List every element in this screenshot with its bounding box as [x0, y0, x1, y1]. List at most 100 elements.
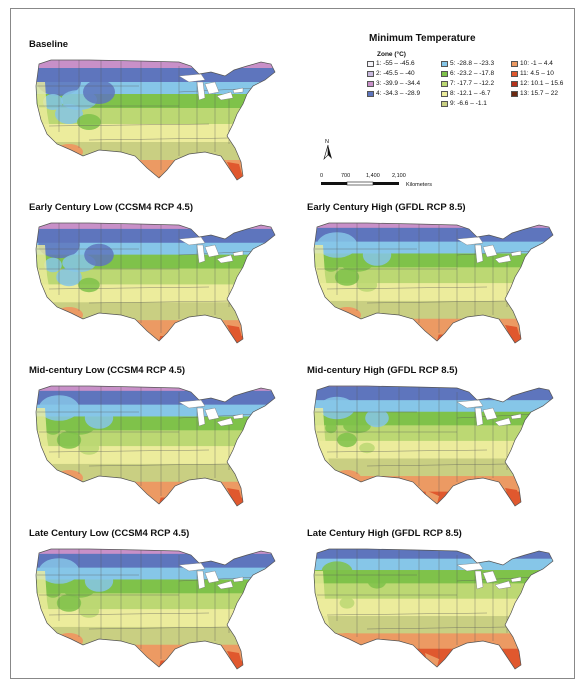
legend-swatch	[441, 70, 448, 77]
map-svg	[35, 548, 276, 670]
legend-header: Zone (°C)	[377, 51, 406, 58]
state-boundary	[48, 449, 210, 453]
mountain-zone-patch	[78, 441, 100, 455]
state-boundary	[88, 626, 230, 630]
legend-label: 9: -6.6 – -1.1	[450, 100, 487, 107]
great-lake	[204, 407, 220, 421]
map-svg	[313, 548, 554, 670]
mountain-zone-patch	[325, 422, 337, 434]
us-zone-map	[29, 215, 289, 352]
florida-zone-patch	[505, 325, 521, 343]
map-panel-early-century-low: Early Century Low (CCSM4 RCP 4.5)	[29, 202, 289, 352]
legend-label: 3: -39.9 – -34.4	[376, 80, 421, 87]
coastal-zone-strip	[36, 245, 59, 311]
great-lake	[474, 407, 484, 427]
panel-title: Mid-century Low (CCSM4 RCP 4.5)	[29, 365, 186, 376]
mountain-zone-patch	[339, 597, 355, 609]
country-outline	[313, 222, 554, 344]
great-lake	[178, 73, 206, 83]
florida-zone-patch	[505, 651, 521, 669]
scale-unit: Kilometers	[406, 182, 432, 188]
us-zone-map	[307, 378, 567, 515]
florida-zone-patch	[227, 162, 243, 180]
legend-label: 13: 15.7 – 22	[520, 90, 558, 97]
north-label: N	[325, 139, 329, 145]
panel-title: Early Century Low (CCSM4 RCP 4.5)	[29, 202, 194, 213]
gulf-zone-patch	[147, 490, 161, 504]
great-lake	[196, 407, 206, 427]
great-lake	[510, 413, 522, 420]
mountain-zone-patch	[44, 584, 62, 598]
country-outline	[313, 385, 554, 507]
mountain-zone-patch	[362, 244, 392, 266]
great-lake	[196, 570, 206, 590]
legend-label: 4: -34.3 – -28.9	[376, 90, 421, 97]
legend-label: 1: -55 – -45.6	[376, 60, 415, 67]
great-lake	[494, 417, 512, 427]
panel-title: Late Century Low (CCSM4 RCP 4.5)	[29, 528, 190, 539]
legend-swatch	[367, 60, 374, 67]
scale-tick-label: 0	[320, 173, 324, 179]
gulf-zone-patch	[425, 490, 439, 504]
great-lake	[510, 576, 522, 583]
legend-title: Minimum Temperature	[369, 33, 476, 44]
legend-item: 3: -39.9 – -34.4	[367, 80, 420, 89]
map-svg	[35, 385, 276, 507]
scale-tick-label: 1,400	[366, 173, 380, 179]
mountain-zone-patch	[84, 570, 114, 592]
state-boundary	[178, 576, 260, 582]
gulf-zone-patch	[147, 653, 161, 667]
zone-legend: Minimum Temperature Zone (°C) 1: -55 – -…	[359, 33, 584, 123]
state-boundary	[366, 300, 508, 304]
state-boundary	[456, 413, 538, 419]
great-lake	[216, 417, 234, 427]
legend-swatch	[511, 90, 518, 97]
legend-item: 11: 4.5 – 10	[511, 70, 554, 79]
florida-zone-patch	[227, 488, 243, 506]
mountain-zone-patch	[56, 267, 82, 287]
us-zone-map	[307, 541, 567, 678]
state-boundary	[48, 123, 210, 127]
us-zone-map	[29, 378, 289, 515]
legend-label: 11: 4.5 – 10	[520, 70, 554, 77]
state-boundary	[88, 463, 230, 467]
mountain-zone-patch	[77, 114, 101, 130]
legend-item: 12: 10.1 – 15.6	[511, 80, 563, 89]
panel-title: Baseline	[29, 39, 69, 50]
map-svg	[35, 59, 276, 181]
mountain-zone-patch	[322, 258, 340, 272]
great-lake	[456, 399, 484, 409]
state-boundary	[456, 576, 538, 582]
state-boundary	[326, 449, 488, 453]
panel-title: Early Century High (GFDL RCP 8.5)	[307, 202, 466, 213]
legend-label: 10: -1 – 4.4	[520, 60, 553, 67]
great-lake	[232, 250, 244, 257]
mountain-zone-patch	[56, 431, 82, 449]
us-zone-map	[29, 52, 289, 189]
coastal-zone-strip	[314, 245, 337, 311]
legend-item: 2: -45.5 – -40	[367, 70, 415, 79]
mountain-zone-patch	[367, 573, 387, 589]
legend-label: 7: -17.7 – -12.2	[450, 80, 495, 87]
mountain-zone-patch	[84, 243, 114, 267]
panel-title: Late Century High (GFDL RCP 8.5)	[307, 528, 462, 539]
legend-swatch	[367, 90, 374, 97]
great-lake	[196, 244, 206, 264]
country-outline	[35, 59, 276, 181]
mountain-zone-patch	[83, 80, 115, 104]
country-outline	[35, 222, 276, 344]
coastal-zone-strip	[36, 82, 59, 148]
country-outline	[35, 548, 276, 670]
mountain-zone-patch	[44, 421, 62, 435]
state-boundary	[178, 413, 260, 419]
map-panel-early-century-high: Early Century High (GFDL RCP 8.5)	[307, 202, 567, 352]
great-lake	[232, 413, 244, 420]
mountain-zone-patch	[78, 604, 100, 618]
scale-tick-label: 700	[341, 173, 351, 179]
legend-label: 5: -28.8 – -23.3	[450, 60, 495, 67]
great-lake	[216, 254, 234, 264]
legend-swatch	[441, 60, 448, 67]
great-lake	[232, 576, 244, 583]
legend-item: 10: -1 – 4.4	[511, 60, 553, 69]
mountain-zone-patch	[78, 277, 100, 293]
